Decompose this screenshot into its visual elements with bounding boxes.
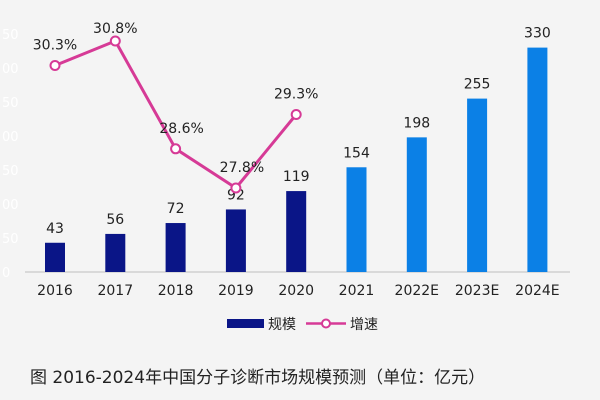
growth-value-label: 28.6%: [159, 121, 203, 137]
bar: [225, 209, 246, 272]
y-tick-label: 50: [2, 96, 19, 111]
bar-value-label: 56: [106, 212, 124, 228]
bar: [286, 191, 307, 272]
y-tick-label: 50: [2, 164, 19, 179]
x-tick-label: 2018: [158, 283, 194, 299]
growth-value-label: 27.8%: [220, 160, 264, 176]
y-tick-label: 0: [2, 266, 10, 281]
y-tick-label: 50: [2, 28, 19, 43]
growth-point: [109, 35, 121, 47]
x-tick-label: 2020: [278, 283, 314, 299]
bar-value-label: 119: [283, 169, 310, 185]
bar-value-label: 198: [403, 115, 430, 131]
x-tick-label: 2023E: [455, 283, 499, 299]
x-tick-label: 2022E: [395, 283, 439, 299]
legend-label-bar: 规模: [268, 317, 296, 333]
growth-value-label: 30.3%: [33, 38, 77, 54]
bar-value-label: 330: [524, 26, 551, 42]
chart-caption: 图 2016-2024年中国分子诊断市场规模预测（单位：亿元）: [30, 368, 485, 388]
y-tick-label: 00: [2, 130, 19, 145]
legend-swatch-bar: [227, 319, 264, 328]
growth-point: [290, 109, 302, 120]
bar-value-label: 43: [46, 221, 64, 237]
y-tick-label: 00: [2, 62, 19, 77]
bar-value-label: 72: [167, 201, 185, 217]
x-tick-label: 2016: [37, 283, 73, 299]
legend-marker: [321, 318, 331, 329]
x-tick-label: 2021: [339, 283, 375, 299]
bar: [467, 98, 488, 272]
x-tick-label: 2017: [97, 283, 133, 299]
growth-value-label: 29.3%: [274, 87, 318, 103]
y-tick-label: 50: [2, 232, 19, 247]
bar-value-label: 255: [464, 77, 491, 93]
legend-label-line: 增速: [350, 317, 378, 333]
bar: [105, 233, 126, 272]
bar-value-label: 154: [343, 145, 370, 161]
bar: [406, 137, 427, 272]
bar: [45, 242, 65, 272]
bar: [165, 223, 186, 272]
x-tick-label: 2024E: [515, 283, 559, 299]
bar-value-label: 92: [227, 187, 245, 203]
y-tick-label: 00: [2, 198, 19, 213]
bar: [346, 167, 367, 272]
bar: [527, 47, 548, 272]
growth-point: [230, 182, 242, 194]
growth-point: [49, 60, 61, 71]
growth-point: [170, 143, 182, 155]
legend: 规模 增速: [227, 317, 378, 333]
growth-value-label: 30.8%: [93, 21, 137, 37]
x-tick-label: 2019: [218, 283, 254, 299]
